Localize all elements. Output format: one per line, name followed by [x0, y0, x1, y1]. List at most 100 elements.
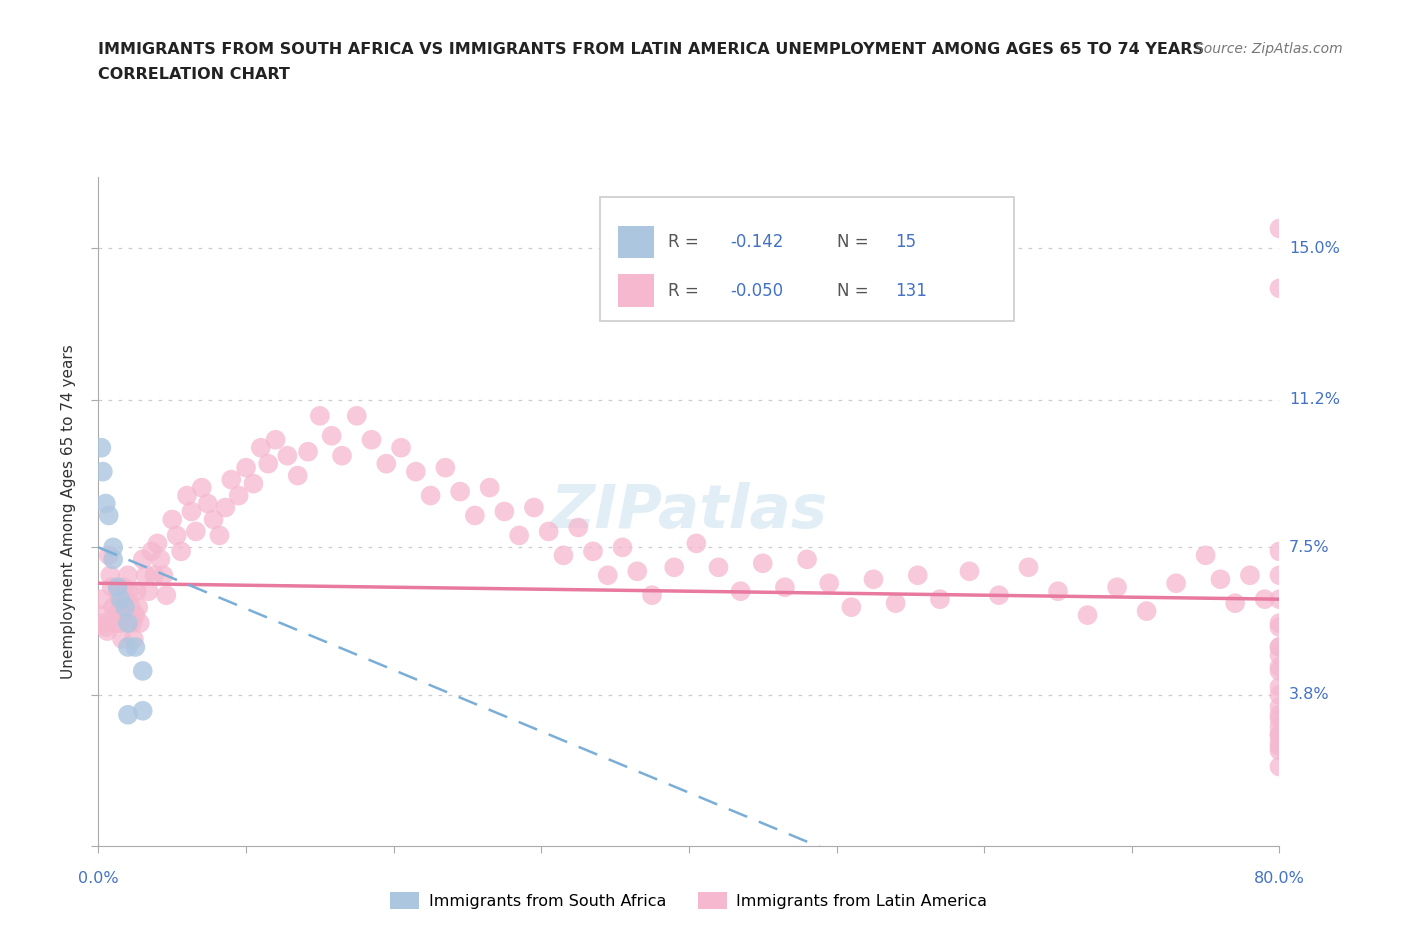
Point [1254, 591, 1277, 606]
Point [419, 488, 441, 503]
Point [1017, 560, 1039, 575]
Point [1223, 596, 1246, 611]
Text: Source: ZipAtlas.com: Source: ZipAtlas.com [1195, 42, 1343, 56]
Point [1268, 727, 1291, 742]
Point [107, 579, 129, 594]
Point [103, 600, 125, 615]
Point [1268, 544, 1291, 559]
Point [110, 591, 132, 606]
Point [103, 540, 125, 555]
Point [276, 448, 298, 463]
Point [132, 663, 155, 678]
Point [228, 488, 250, 503]
Point [100, 579, 122, 594]
Point [360, 432, 382, 447]
Y-axis label: Unemployment Among Ages 65 to 74 years: Unemployment Among Ages 65 to 74 years [60, 344, 76, 679]
Text: R =: R = [668, 282, 699, 299]
Point [1268, 699, 1291, 714]
Point [117, 640, 139, 655]
FancyBboxPatch shape [619, 274, 654, 307]
Point [152, 568, 174, 583]
Point [103, 551, 125, 566]
Text: ZIPatlas: ZIPatlas [550, 482, 828, 541]
Text: 131: 131 [896, 282, 928, 299]
Point [125, 584, 148, 599]
Point [1268, 221, 1291, 236]
Point [162, 512, 183, 527]
Point [94, 496, 117, 511]
Point [567, 520, 589, 535]
Point [176, 488, 198, 503]
Point [664, 560, 686, 575]
Point [987, 588, 1010, 603]
Point [1077, 607, 1099, 622]
FancyBboxPatch shape [619, 226, 654, 259]
Point [242, 476, 264, 491]
Point [582, 544, 605, 559]
Point [1268, 640, 1291, 655]
Point [107, 584, 129, 599]
Point [375, 457, 398, 472]
Point [1268, 663, 1291, 678]
Point [309, 408, 332, 423]
Point [138, 584, 160, 599]
Point [97, 548, 120, 563]
Point [1105, 579, 1128, 594]
Point [1268, 711, 1291, 726]
Point [297, 445, 319, 459]
Point [1268, 659, 1291, 674]
Point [862, 572, 884, 587]
Point [1268, 687, 1291, 702]
Point [641, 588, 664, 603]
Text: R =: R = [668, 233, 699, 251]
Text: 11.2%: 11.2% [1289, 392, 1340, 407]
Text: IMMIGRANTS FROM SOUTH AFRICA VS IMMIGRANTS FROM LATIN AMERICA UNEMPLOYMENT AMONG: IMMIGRANTS FROM SOUTH AFRICA VS IMMIGRAN… [98, 42, 1205, 57]
Point [330, 448, 353, 463]
Point [1268, 616, 1291, 631]
Point [143, 568, 166, 583]
Point [405, 464, 427, 479]
Point [191, 480, 214, 495]
Point [730, 584, 752, 599]
Text: 15.0%: 15.0% [1289, 241, 1340, 256]
Point [135, 568, 157, 583]
Point [959, 564, 981, 578]
Text: N =: N = [837, 233, 868, 251]
Point [97, 508, 120, 523]
Point [121, 616, 143, 631]
Point [208, 528, 231, 543]
Point [508, 528, 530, 543]
Point [707, 560, 730, 575]
Point [114, 600, 136, 615]
Point [91, 464, 114, 479]
Point [796, 551, 818, 566]
Point [114, 591, 136, 606]
Text: -0.050: -0.050 [730, 282, 783, 299]
Text: CORRELATION CHART: CORRELATION CHART [98, 67, 290, 82]
Point [117, 568, 139, 583]
Point [1268, 736, 1291, 751]
Point [1268, 591, 1291, 606]
Point [928, 591, 950, 606]
Point [184, 524, 207, 538]
Point [132, 551, 155, 566]
Point [257, 457, 280, 472]
Point [287, 468, 309, 483]
Text: 3.8%: 3.8% [1289, 687, 1330, 702]
Point [127, 600, 149, 615]
Point [1195, 548, 1218, 563]
Point [1268, 739, 1291, 754]
Point [1268, 727, 1291, 742]
Point [1268, 640, 1291, 655]
Point [124, 607, 146, 622]
Point [141, 544, 163, 559]
Point [117, 616, 139, 631]
Point [1164, 576, 1187, 591]
Point [108, 600, 131, 615]
Point [1268, 719, 1291, 734]
Point [553, 548, 575, 563]
Point [197, 496, 219, 511]
Point [132, 703, 155, 718]
Text: 0.0%: 0.0% [79, 871, 118, 886]
Point [155, 588, 177, 603]
